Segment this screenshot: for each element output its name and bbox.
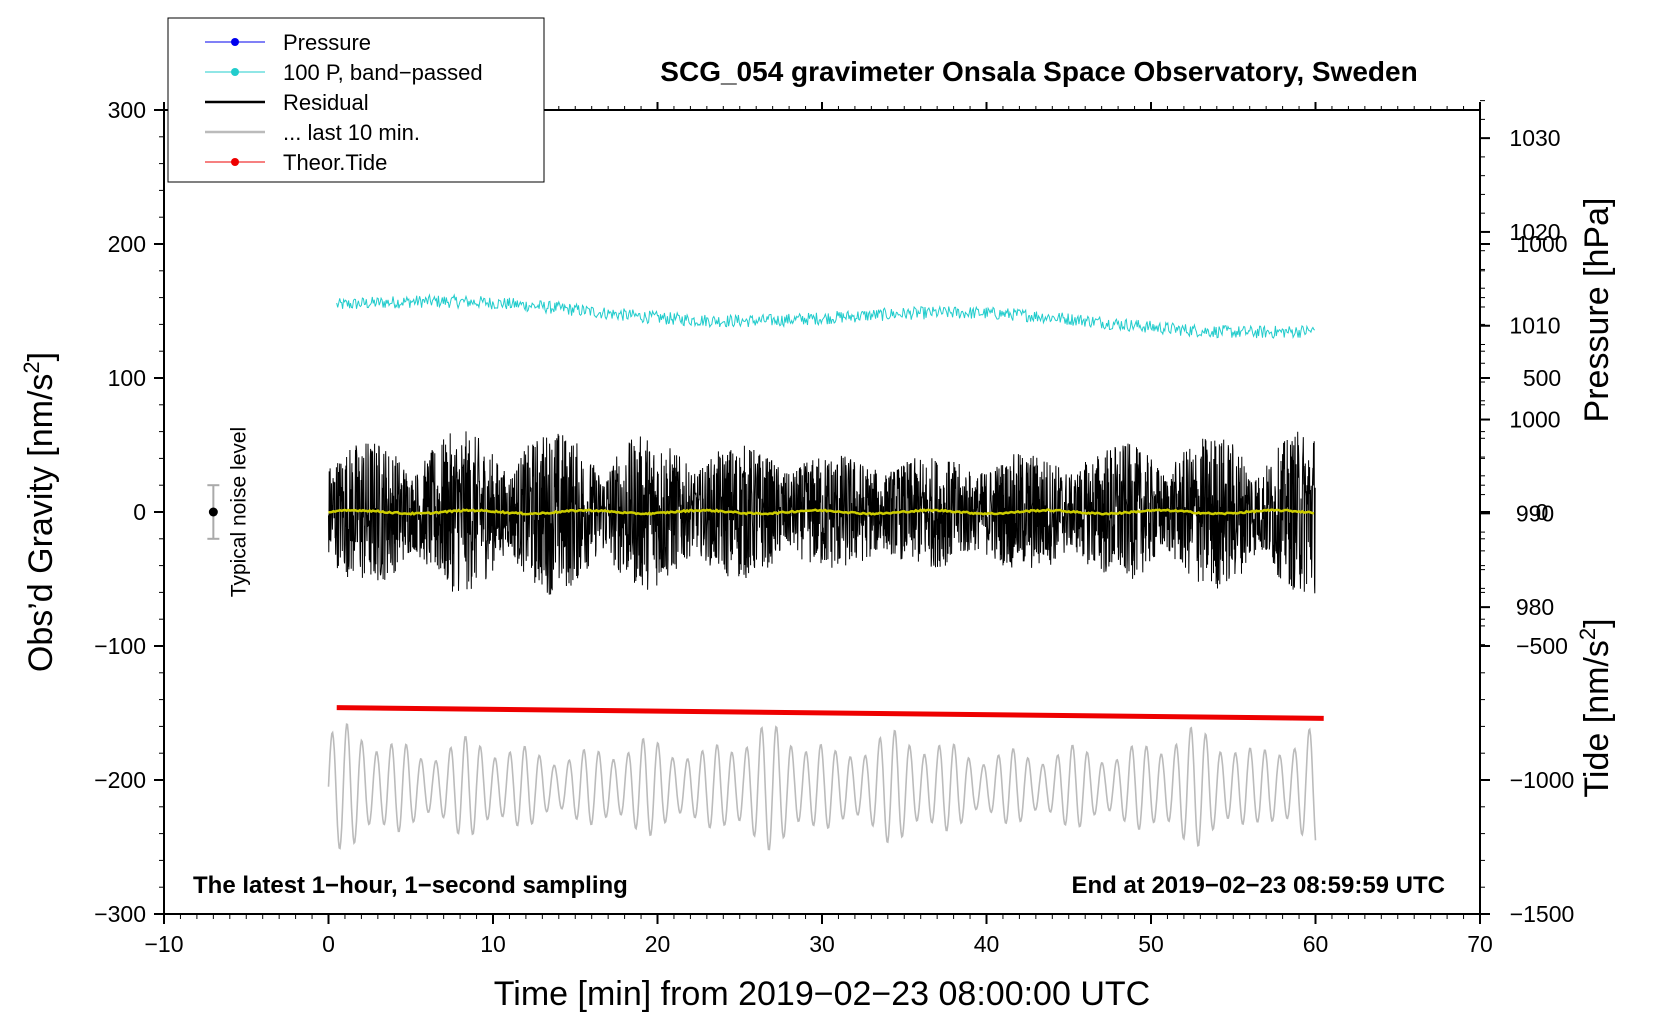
- y-tick-label: −100: [94, 633, 146, 659]
- theoretical-tide-line: [336, 705, 1324, 721]
- tide-axis-label-close: ]: [1578, 618, 1616, 627]
- pressure-axis-label: Pressure [hPa]: [1578, 198, 1616, 423]
- noise-label: Typical noise level: [227, 427, 250, 597]
- tide-tick-label: 1000: [1516, 231, 1567, 257]
- y-tick-label: −200: [94, 767, 146, 793]
- x-tick-label: 40: [974, 931, 1000, 957]
- y-tick-label: 0: [133, 499, 146, 525]
- axes-layer: −10 0 10 20 30 40 50 60 70−300−200−1000100200300…: [94, 97, 1574, 957]
- bandpassed-pressure-line: [336, 293, 1316, 339]
- residual-line: [328, 431, 1316, 595]
- y-axis-label: Obs’d Gravity [nm/s2]: [19, 352, 60, 672]
- legend-marker: [231, 68, 239, 76]
- chart-title: SCG_054 gravimeter Onsala Space Observat…: [660, 56, 1417, 87]
- pressure-tick-label: 980: [1516, 594, 1554, 620]
- legend-label: ... last 10 min.: [283, 120, 420, 145]
- legend-label: Theor.Tide: [283, 150, 387, 175]
- legend: Pressure 100 P, band−passed Residual ... la…: [167, 17, 545, 183]
- y-axis-label-sup: 2: [19, 361, 44, 373]
- tide-tick-label: −1000: [1510, 767, 1575, 793]
- tide-tick-label: −500: [1516, 633, 1568, 659]
- legend-marker: [231, 158, 239, 166]
- x-tick-label: −10: [144, 931, 183, 957]
- pressure-tick-label: 1000: [1509, 407, 1560, 433]
- noise-level-indicator: Typical noise level: [207, 427, 250, 597]
- pressure-tick-label: 990: [1516, 500, 1554, 526]
- tide-axis-label-main: Tide [nm/s: [1578, 640, 1616, 797]
- x-tick-label: 20: [645, 931, 671, 957]
- x-tick-label: 60: [1303, 931, 1329, 957]
- x-tick-label: 0: [322, 931, 335, 957]
- x-tick-label: 30: [809, 931, 835, 957]
- y-tick-label: 100: [108, 365, 146, 391]
- x-tick-label: 70: [1467, 931, 1493, 957]
- tide-tick-label: 500: [1523, 365, 1561, 391]
- pressure-tick-label: 1030: [1509, 125, 1560, 151]
- pressure-tick-label: 1020: [1509, 219, 1560, 245]
- legend-label: Pressure: [283, 30, 371, 55]
- last10-line: [327, 723, 1317, 851]
- legend-marker: [231, 38, 239, 46]
- y-tick-label: 200: [108, 231, 146, 257]
- tide-tick-label: 0: [1536, 499, 1549, 525]
- pressure-tick-label: 1010: [1509, 313, 1560, 339]
- annotation-end-time: End at 2019−02−23 08:59:59 UTC: [1071, 872, 1445, 899]
- tide-axis-label-sup: 2: [1575, 628, 1600, 640]
- legend-box: [167, 17, 545, 183]
- y-tick-label: 300: [108, 97, 146, 123]
- legend-label: 100 P, band−passed: [283, 60, 483, 85]
- legend-label: Residual: [283, 90, 369, 115]
- y-axis-label-main: Obs’d Gravity [nm/s: [22, 374, 60, 673]
- tide-tick-label: −1500: [1510, 901, 1575, 927]
- tide-axis-label: Tide [nm/s2]: [1575, 618, 1616, 797]
- annotation-sampling: The latest 1−hour, 1−second sampling: [193, 872, 628, 899]
- series-layer: [327, 293, 1324, 851]
- y-tick-label: −300: [94, 901, 146, 927]
- x-axis-label: Time [min] from 2019−02−23 08:00:00 UTC: [494, 975, 1150, 1013]
- smoothed-residual-line: [328, 508, 1315, 516]
- x-tick-label: 10: [480, 931, 506, 957]
- y-axis-label-close: ]: [22, 352, 60, 361]
- x-tick-label: 50: [1138, 931, 1164, 957]
- noise-dot: [208, 507, 218, 517]
